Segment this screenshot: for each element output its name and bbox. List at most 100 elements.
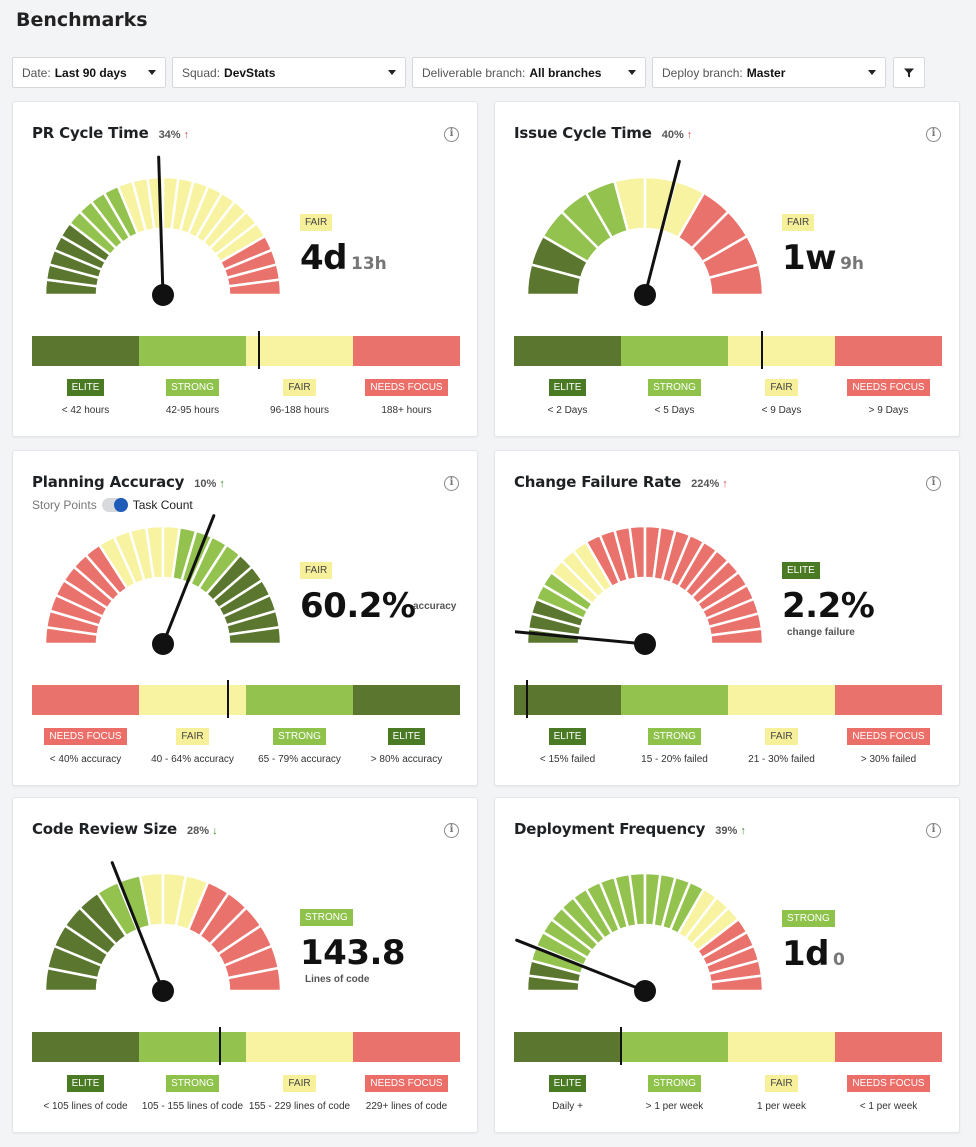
legend-range: < 42 hours xyxy=(61,405,110,416)
filter-icon xyxy=(904,68,914,77)
legend-badge: FAIR xyxy=(283,1075,316,1092)
legend-range: 21 - 30% failed xyxy=(748,754,815,765)
legend-item: STRONG 42-95 hours xyxy=(139,379,246,416)
legend-item: FAIR 1 per week xyxy=(728,1075,835,1112)
card-title: Code Review Size 28% ↓ xyxy=(32,820,218,838)
info-icon[interactable]: i xyxy=(444,476,459,491)
scale-segment-needs xyxy=(835,685,942,715)
change-percent: 224% ↑ xyxy=(691,478,728,490)
legend-range: > 1 per week xyxy=(645,1101,704,1112)
legend-badge: NEEDS FOCUS xyxy=(44,728,127,745)
gauge-chart xyxy=(525,159,765,306)
metric-value: 1d 0 xyxy=(782,934,845,974)
squad-filter-dropdown[interactable]: Squad: DevStats xyxy=(172,57,406,88)
scale-segment-fair xyxy=(728,685,835,715)
gauge-needle xyxy=(110,861,165,993)
metric-value-main: 1w xyxy=(782,238,837,278)
benchmark-legend: NEEDS FOCUS < 40% accuracy FAIR 40 - 64% ac… xyxy=(32,728,460,765)
gauge-needle xyxy=(643,159,681,297)
gauge-hub xyxy=(634,633,656,655)
deliverable-branch-label: Deliverable branch: xyxy=(422,65,526,80)
legend-item: ELITE < 105 lines of code xyxy=(32,1075,139,1112)
scale-segment-elite xyxy=(514,336,621,366)
metric-card-change-failure-rate: Change Failure Rate 224% ↑ i ELITE 2.2% chang… xyxy=(494,450,960,786)
legend-badge: FAIR xyxy=(283,379,316,396)
gauge-segment-needs xyxy=(707,262,765,297)
scale-segment-elite xyxy=(353,685,460,715)
current-value-marker xyxy=(761,331,764,369)
benchmark-legend: ELITE Daily + STRONG > 1 per week FAIR 1 per … xyxy=(514,1075,942,1112)
legend-range: < 15% failed xyxy=(539,754,596,765)
scale-segment-strong xyxy=(246,685,353,715)
legend-badge: NEEDS FOCUS xyxy=(365,379,448,396)
gauge-needle xyxy=(157,155,165,297)
toggle-switch[interactable] xyxy=(101,498,128,512)
date-filter-dropdown[interactable]: Date: Last 90 days xyxy=(12,57,166,88)
rating-badge: STRONG xyxy=(300,909,353,926)
metric-value-main: 2.2% xyxy=(782,586,875,626)
card-title-text: Code Review Size xyxy=(32,820,177,838)
legend-range: 40 - 64% accuracy xyxy=(151,754,234,765)
current-value-marker xyxy=(620,1027,622,1065)
legend-badge: FAIR xyxy=(765,728,798,745)
scale-segment-elite xyxy=(514,685,621,715)
deploy-branch-label: Deploy branch: xyxy=(662,65,743,80)
legend-badge: STRONG xyxy=(166,1075,219,1092)
legend-item: FAIR < 9 Days xyxy=(728,379,835,416)
info-icon[interactable]: i xyxy=(444,127,459,142)
legend-badge: NEEDS FOCUS xyxy=(847,379,930,396)
metric-card-planning-accuracy: Planning Accuracy 10% ↑ i Story Points Task … xyxy=(12,450,478,786)
metric-toggle: Story Points Task Count xyxy=(32,498,193,512)
metric-value: 4d 13h xyxy=(300,238,387,278)
scale-segment-needs xyxy=(353,336,460,366)
scale-segment-fair xyxy=(246,1032,353,1062)
metric-value: 60.2% xyxy=(300,586,416,626)
scale-segment-fair xyxy=(728,1032,835,1062)
current-value-marker xyxy=(525,680,528,718)
toggle-knob xyxy=(113,498,128,512)
arrow-up-icon: ↑ xyxy=(719,478,728,490)
legend-range: 96-188 hours xyxy=(270,405,329,416)
legend-item: STRONG > 1 per week xyxy=(621,1075,728,1112)
info-icon[interactable]: i xyxy=(926,476,941,491)
scale-segment-fair xyxy=(728,336,835,366)
info-icon[interactable]: i xyxy=(926,127,941,142)
legend-item: FAIR 40 - 64% accuracy xyxy=(139,728,246,765)
info-icon[interactable]: i xyxy=(444,823,459,838)
change-percent: 28% ↓ xyxy=(187,825,218,837)
legend-range: 155 - 229 lines of code xyxy=(248,1101,351,1112)
legend-range: > 80% accuracy xyxy=(370,754,443,765)
chevron-down-icon xyxy=(628,70,636,75)
legend-range: < 5 Days xyxy=(654,405,695,416)
filter-button[interactable] xyxy=(893,57,925,88)
current-value-marker xyxy=(219,1027,222,1065)
gauge-segment-elite xyxy=(226,625,283,646)
change-value: 34% xyxy=(158,129,181,141)
legend-item: NEEDS FOCUS < 40% accuracy xyxy=(32,728,139,765)
scale-segment-strong xyxy=(621,336,728,366)
legend-badge: STRONG xyxy=(648,728,701,745)
info-icon[interactable]: i xyxy=(926,823,941,838)
legend-item: ELITE < 2 Days xyxy=(514,379,621,416)
scale-segment-needs xyxy=(353,1032,460,1062)
filter-bar: Date: Last 90 days Squad: DevStats Deliv… xyxy=(12,57,925,88)
scale-segment-strong xyxy=(621,1032,728,1062)
legend-item: NEEDS FOCUS 229+ lines of code xyxy=(353,1075,460,1112)
deliverable-branch-dropdown[interactable]: Deliverable branch: All branches xyxy=(412,57,646,88)
legend-range: Daily + xyxy=(552,1101,583,1112)
legend-range: 15 - 20% failed xyxy=(641,754,708,765)
chevron-down-icon xyxy=(388,70,396,75)
legend-item: ELITE < 42 hours xyxy=(32,379,139,416)
rating-badge: ELITE xyxy=(782,562,820,579)
gauge-segment-needs xyxy=(226,966,283,993)
benchmark-scale-bar xyxy=(32,1032,460,1062)
legend-badge: STRONG xyxy=(648,1075,701,1092)
scale-segment-elite xyxy=(32,336,139,366)
date-filter-label: Date: xyxy=(22,65,51,80)
deploy-branch-dropdown[interactable]: Deploy branch: Master xyxy=(652,57,886,88)
card-title: Issue Cycle Time 40% ↑ xyxy=(514,124,692,142)
legend-badge: NEEDS FOCUS xyxy=(847,728,930,745)
card-title: PR Cycle Time 34% ↑ xyxy=(32,124,189,142)
legend-item: STRONG 15 - 20% failed xyxy=(621,728,728,765)
benchmark-scale-bar xyxy=(514,1032,942,1062)
